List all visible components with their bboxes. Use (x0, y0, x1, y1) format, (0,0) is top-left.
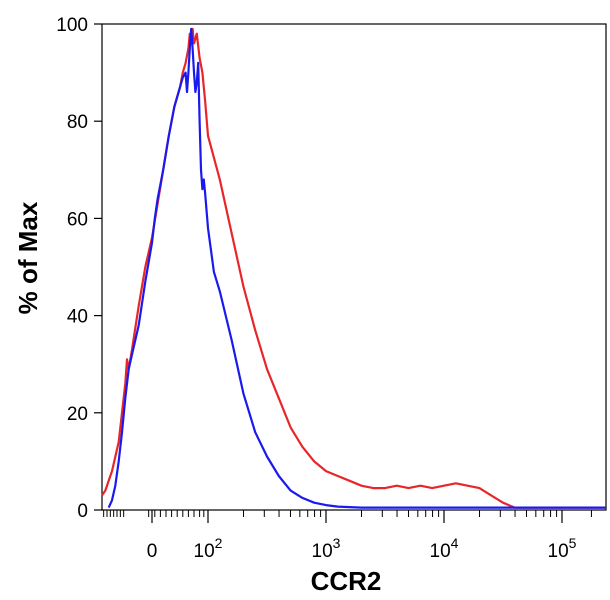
y-tick-label: 80 (67, 112, 88, 133)
plot-frame (101, 23, 607, 511)
x-tick-label: 102 (194, 535, 223, 562)
x-tick-label: 104 (430, 535, 459, 562)
x-tick-label: 0 (147, 541, 158, 562)
x-axis-title: CCR2 (311, 566, 382, 596)
y-axis-title: % of Max (13, 201, 43, 314)
x-tick-label: 105 (548, 535, 577, 562)
red-histogram-line (101, 27, 606, 509)
x-tick-label: 103 (312, 535, 341, 562)
y-axis: 0 20 40 60 80 100 (56, 15, 102, 522)
y-tick-label: 60 (67, 209, 88, 230)
y-tick-label: 40 (67, 307, 88, 328)
x-axis: 0 102 103 104 105 (103, 510, 592, 562)
y-tick-label: 0 (77, 501, 88, 522)
y-tick-label: 20 (67, 404, 88, 425)
plot-area (101, 23, 607, 511)
y-tick-label: 100 (56, 15, 88, 36)
blue-histogram-line (107, 27, 606, 509)
